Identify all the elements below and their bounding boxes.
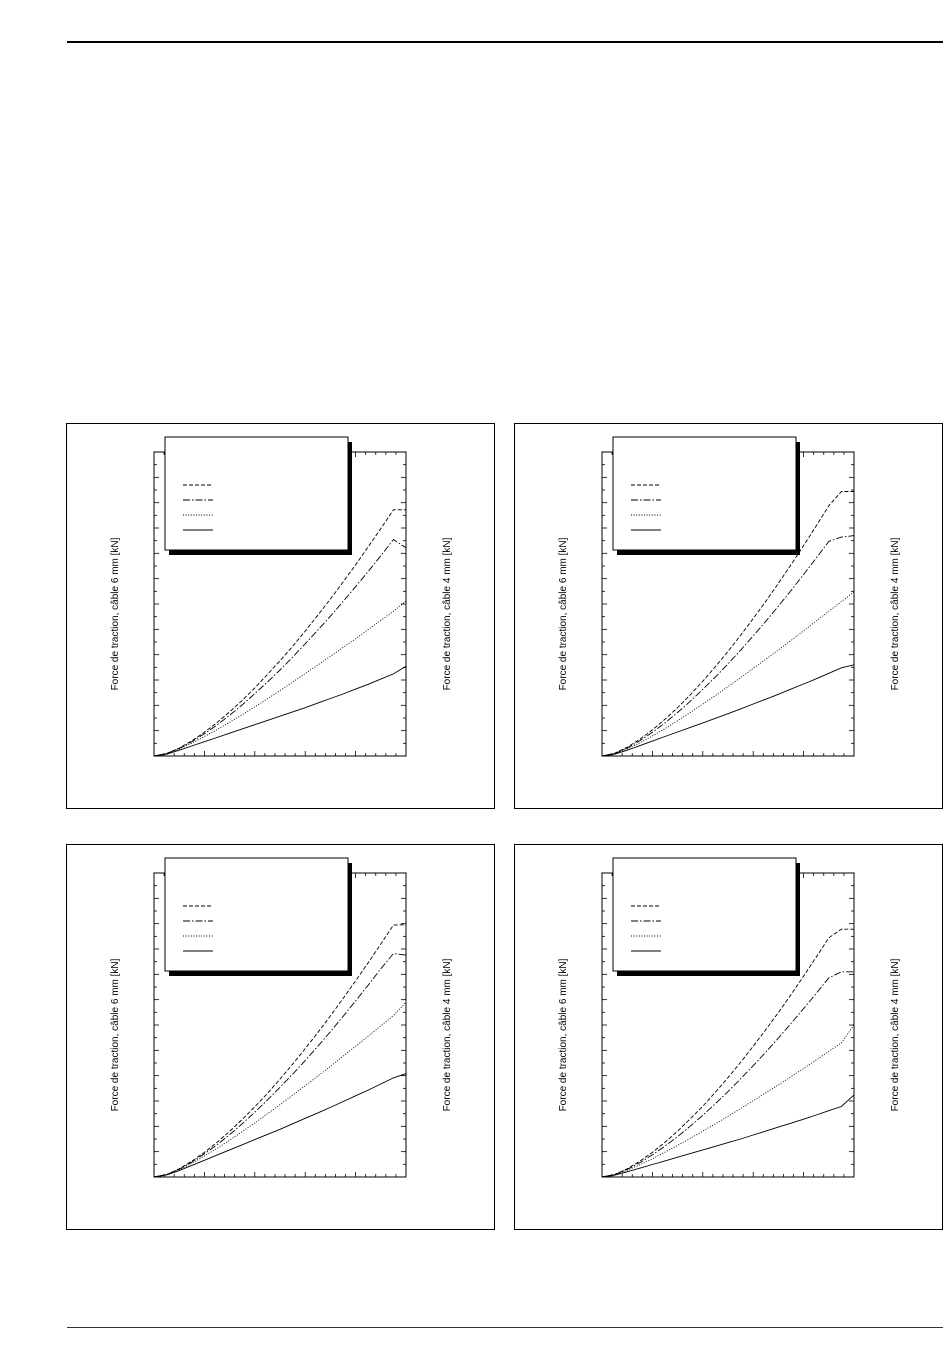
y-axis-label-left: Force de traction, câble 6 mm [kN] bbox=[558, 537, 569, 690]
series-line-4 bbox=[153, 665, 407, 757]
y-axis-label-right: Force de traction, câble 4 mm [kN] bbox=[890, 537, 901, 690]
y-axis-label-left: Force de traction, câble 6 mm [kN] bbox=[110, 958, 121, 1111]
legend bbox=[164, 436, 352, 555]
chart-svg: Force de traction, câble 6 mm [kN] Force … bbox=[558, 857, 901, 1178]
footer-rule bbox=[67, 1327, 943, 1328]
series-line-1 bbox=[153, 924, 407, 1178]
chart-svg: Force de traction, câble 6 mm [kN] Force … bbox=[110, 436, 453, 757]
series-line-4 bbox=[601, 664, 855, 757]
chart-panel-3: Force de traction, câble 6 mm [kN] Force … bbox=[66, 844, 495, 1230]
y-axis-label-right: Force de traction, câble 4 mm [kN] bbox=[890, 958, 901, 1111]
series-line-4 bbox=[601, 1094, 855, 1178]
series-line-3 bbox=[153, 1001, 407, 1178]
series-line-2 bbox=[601, 535, 855, 757]
series-line-2 bbox=[153, 953, 407, 1178]
series-line-2 bbox=[601, 971, 854, 1178]
series-line-3 bbox=[153, 600, 407, 757]
y-axis-label-right: Force de traction, câble 4 mm [kN] bbox=[442, 958, 453, 1111]
y-axis-label-left: Force de traction, câble 6 mm [kN] bbox=[110, 537, 121, 690]
series-line-1 bbox=[601, 928, 854, 1178]
legend bbox=[612, 857, 800, 976]
legend bbox=[164, 857, 352, 976]
y-axis-label-left: Force de traction, câble 6 mm [kN] bbox=[558, 958, 569, 1111]
chart-panel-4: Force de traction, câble 6 mm [kN] Force … bbox=[514, 844, 943, 1230]
series-line-1 bbox=[153, 509, 406, 757]
legend bbox=[612, 436, 800, 555]
series-line-3 bbox=[601, 591, 855, 757]
chart-panel-2: Force de traction, câble 6 mm [kN] Force … bbox=[514, 423, 943, 809]
series-line-2 bbox=[153, 538, 407, 757]
y-axis-label-right: Force de traction, câble 4 mm [kN] bbox=[442, 537, 453, 690]
chart-panel-1: Force de traction, câble 6 mm [kN] Force … bbox=[66, 423, 495, 809]
series-line-3 bbox=[601, 1024, 855, 1178]
series-line-4 bbox=[153, 1073, 407, 1178]
chart-svg: Force de traction, câble 6 mm [kN] Force … bbox=[558, 436, 901, 757]
header-rule bbox=[67, 41, 943, 43]
series-line-1 bbox=[601, 491, 854, 757]
chart-svg: Force de traction, câble 6 mm [kN] Force … bbox=[110, 857, 453, 1178]
